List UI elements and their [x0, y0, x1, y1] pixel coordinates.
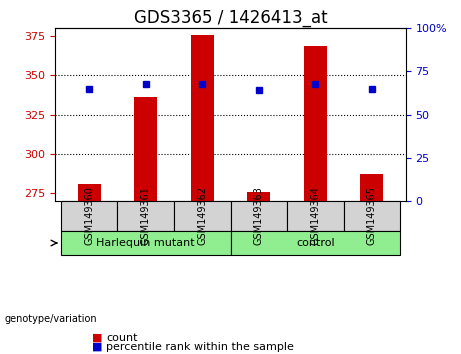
Bar — [135, 97, 157, 201]
Text: GSM149363: GSM149363 — [254, 186, 264, 245]
Text: GSM149361: GSM149361 — [141, 186, 151, 245]
Bar — [248, 192, 270, 201]
Text: ■: ■ — [92, 333, 103, 343]
FancyBboxPatch shape — [61, 201, 118, 230]
Text: Harlequin mutant: Harlequin mutant — [96, 238, 195, 248]
Text: count: count — [106, 333, 137, 343]
Text: GSM149362: GSM149362 — [197, 186, 207, 245]
FancyBboxPatch shape — [343, 201, 400, 230]
Text: control: control — [296, 238, 335, 248]
Text: ■: ■ — [92, 342, 103, 352]
FancyBboxPatch shape — [61, 230, 230, 255]
Bar — [78, 184, 100, 201]
Text: GSM149365: GSM149365 — [367, 186, 377, 245]
Text: percentile rank within the sample: percentile rank within the sample — [106, 342, 294, 352]
Bar — [304, 46, 326, 201]
FancyBboxPatch shape — [230, 201, 287, 230]
Text: GSM149360: GSM149360 — [84, 186, 94, 245]
Title: GDS3365 / 1426413_at: GDS3365 / 1426413_at — [134, 9, 327, 27]
FancyBboxPatch shape — [118, 201, 174, 230]
Text: genotype/variation: genotype/variation — [5, 314, 97, 324]
Bar — [191, 35, 213, 201]
FancyBboxPatch shape — [287, 201, 343, 230]
Bar — [361, 174, 383, 201]
FancyBboxPatch shape — [230, 230, 400, 255]
FancyBboxPatch shape — [174, 201, 230, 230]
Text: GSM149364: GSM149364 — [310, 186, 320, 245]
